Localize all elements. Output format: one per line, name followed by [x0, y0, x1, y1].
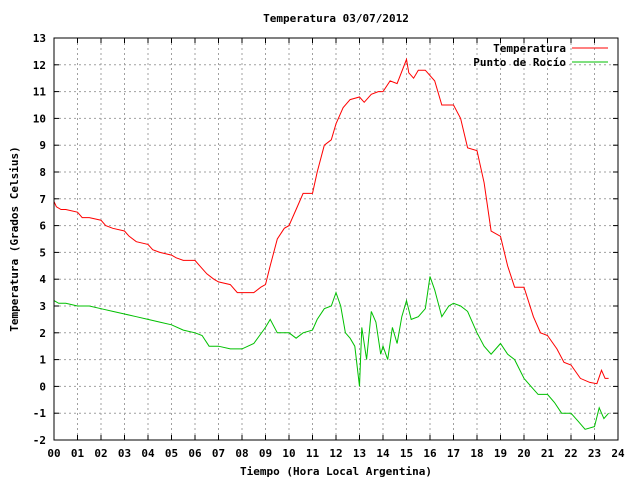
x-tick-label: 11 [306, 447, 320, 460]
y-tick-label: 10 [33, 112, 46, 125]
x-tick-label: 02 [94, 447, 107, 460]
x-tick-label: 14 [376, 447, 390, 460]
x-tick-label: 10 [282, 447, 295, 460]
y-tick-label: 5 [39, 246, 46, 259]
x-tick-label: 05 [165, 447, 178, 460]
y-tick-label: 0 [39, 380, 46, 393]
x-axis-label: Tiempo (Hora Local Argentina) [240, 465, 432, 478]
chart-title: Temperatura 03/07/2012 [263, 12, 409, 25]
grid [54, 38, 618, 440]
x-tick-label: 07 [212, 447, 225, 460]
y-tick-label: 8 [39, 166, 46, 179]
x-tick-label: 24 [611, 447, 625, 460]
y-tick-label: 12 [33, 59, 46, 72]
x-tick-label: 19 [494, 447, 507, 460]
legend-label: Punto de Rocío [473, 56, 566, 69]
x-tick-label: 08 [235, 447, 248, 460]
y-tick-label: -1 [33, 407, 47, 420]
x-tick-label: 16 [423, 447, 437, 460]
series-line-temperatura [53, 57, 609, 385]
y-tick-label: 3 [39, 300, 46, 313]
y-tick-label: 7 [39, 193, 46, 206]
x-tick-label: 20 [517, 447, 530, 460]
x-tick-label: 21 [541, 447, 555, 460]
y-tick-label: 1 [39, 354, 46, 367]
x-tick-label: 00 [47, 447, 60, 460]
x-tick-label: 17 [447, 447, 460, 460]
x-tick-label: 01 [71, 447, 85, 460]
y-tick-label: 2 [39, 327, 46, 340]
x-tick-label: 06 [188, 447, 202, 460]
x-tick-label: 15 [400, 447, 413, 460]
series-group [53, 57, 609, 430]
y-tick-label: 11 [33, 86, 47, 99]
x-tick-label: 23 [588, 447, 601, 460]
x-tick-label: 12 [329, 447, 342, 460]
x-tick-label: 03 [118, 447, 131, 460]
x-tick-label: 13 [353, 447, 366, 460]
y-tick-label: 9 [39, 139, 46, 152]
x-tick-label: 18 [470, 447, 483, 460]
y-tick-label: 6 [39, 220, 46, 233]
y-tick-label: 13 [33, 32, 46, 45]
legend-label: Temperatura [493, 42, 566, 55]
y-axis-label: Temperatura (Grados Celsius) [8, 146, 21, 331]
y-tick-label: 4 [39, 273, 46, 286]
x-tick-label: 22 [564, 447, 577, 460]
y-tick-label: -2 [33, 434, 46, 447]
series-line-punto-de-rocio [53, 276, 609, 430]
x-tick-label: 04 [141, 447, 155, 460]
x-tick-label: 09 [259, 447, 272, 460]
